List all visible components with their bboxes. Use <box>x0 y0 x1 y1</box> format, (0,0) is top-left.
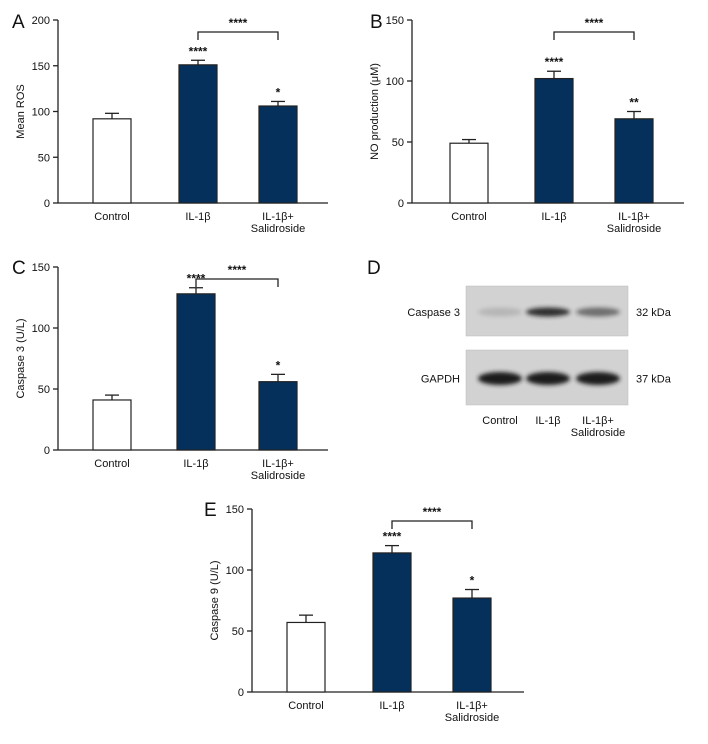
blot-band <box>526 307 570 317</box>
blot-row-0: Caspase 3 32 kDa <box>407 285 672 337</box>
y-tick-label: 0 <box>44 445 50 457</box>
comparison-stars: **** <box>423 505 442 519</box>
x-category-label: IL-1β+ Salidroside <box>607 211 661 235</box>
y-tick-label: 0 <box>44 198 50 210</box>
chart-panel-b: B 0 50 100 150 NO production (μM) Control **** I… <box>369 12 684 235</box>
y-tick-label: 150 <box>226 504 244 516</box>
y-tick-label: 50 <box>392 137 404 149</box>
lane-label: IL-1β+ Salidroside <box>571 415 625 439</box>
comparison-stars: **** <box>228 263 247 277</box>
y-tick-label: 150 <box>32 61 50 73</box>
comparison-stars: **** <box>585 16 604 30</box>
y-tick-label: 150 <box>386 15 404 27</box>
panel-letter: D <box>367 258 381 279</box>
blot-band <box>576 372 620 385</box>
bar-2 <box>534 77 574 204</box>
blot-band <box>478 372 522 385</box>
significance-stars: **** <box>383 530 402 544</box>
significance-stars: * <box>470 574 475 588</box>
y-tick-label: 150 <box>32 262 50 274</box>
bar-1 <box>92 118 132 204</box>
y-tick-label: 0 <box>398 198 404 210</box>
blot-row-1: GAPDH 37 kDa <box>421 349 672 406</box>
panel-letter: C <box>12 258 26 279</box>
x-category-label: IL-1β <box>541 211 566 223</box>
blot-band <box>526 372 570 385</box>
x-category-label: IL-1β <box>183 458 208 470</box>
protein-label: Caspase 3 <box>407 307 460 319</box>
comparison-bracket <box>197 31 279 40</box>
y-axis-label: Caspase 3 (U/L) <box>15 318 27 398</box>
bar-1 <box>286 621 326 693</box>
bar-2 <box>178 64 218 204</box>
x-category-label: Control <box>94 211 129 223</box>
x-category-label: IL-1β+ Salidroside <box>251 211 305 235</box>
significance-stars: **** <box>545 55 564 69</box>
x-category-label: IL-1β <box>185 211 210 223</box>
significance-stars: ** <box>629 96 639 110</box>
y-tick-label: 100 <box>32 323 50 335</box>
x-category-label: IL-1β+ Salidroside <box>251 458 305 482</box>
y-tick-label: 50 <box>232 626 244 638</box>
comparison-bracket <box>195 278 279 287</box>
bar-3 <box>258 381 298 451</box>
bar-2 <box>372 552 412 693</box>
blot-band <box>478 307 522 317</box>
y-tick-label: 50 <box>38 152 50 164</box>
y-axis-label: NO production (μM) <box>369 63 381 160</box>
bar-2 <box>176 293 216 451</box>
x-category-label: IL-1β <box>379 700 404 712</box>
panel-letter: A <box>12 12 25 33</box>
y-tick-label: 0 <box>238 687 244 699</box>
bar-1 <box>449 142 489 204</box>
y-tick-label: 50 <box>38 384 50 396</box>
kda-label: 37 kDa <box>636 374 672 386</box>
comparison-bracket <box>391 520 473 529</box>
y-tick-label: 100 <box>226 565 244 577</box>
bar-3 <box>614 118 654 204</box>
comparison-bracket <box>553 31 635 40</box>
protein-label: GAPDH <box>421 374 460 386</box>
y-tick-label: 100 <box>32 107 50 119</box>
significance-stars: * <box>276 85 281 99</box>
y-tick-label: 100 <box>386 76 404 88</box>
y-axis-label: Caspase 9 (U/L) <box>209 560 221 640</box>
x-category-label: Control <box>288 700 323 712</box>
significance-stars: **** <box>189 44 208 58</box>
chart-panel-e: E 0 50 100 150 Caspase 9 (U/L) Control **** IL-1… <box>204 500 524 724</box>
kda-label: 32 kDa <box>636 307 672 319</box>
chart-panel-a: A 0 50 100 150 200 Mean ROS Control **** IL-1β * IL… <box>12 12 328 235</box>
panel-letter: B <box>370 12 383 33</box>
x-category-label: Control <box>451 211 486 223</box>
lane-label: Control <box>482 415 517 427</box>
lane-label: IL-1β <box>535 415 560 427</box>
significance-stars: * <box>276 358 281 372</box>
y-tick-label: 200 <box>32 15 50 27</box>
x-category-label: IL-1β+ Salidroside <box>445 700 499 724</box>
comparison-stars: **** <box>229 16 248 30</box>
bar-3 <box>258 105 298 204</box>
chart-panel-c: C 0 50 100 150 Caspase 3 (U/L) Control **** IL-1… <box>12 258 328 482</box>
western-blot-panel: D Caspase 3 32 kDa GAPDH 37 kDa Control IL-1β I… <box>367 258 672 439</box>
x-category-label: Control <box>94 458 129 470</box>
bar-1 <box>92 399 132 451</box>
y-axis-label: Mean ROS <box>15 84 27 138</box>
blot-band <box>576 307 620 317</box>
bar-3 <box>452 597 492 693</box>
panel-letter: E <box>204 500 217 521</box>
